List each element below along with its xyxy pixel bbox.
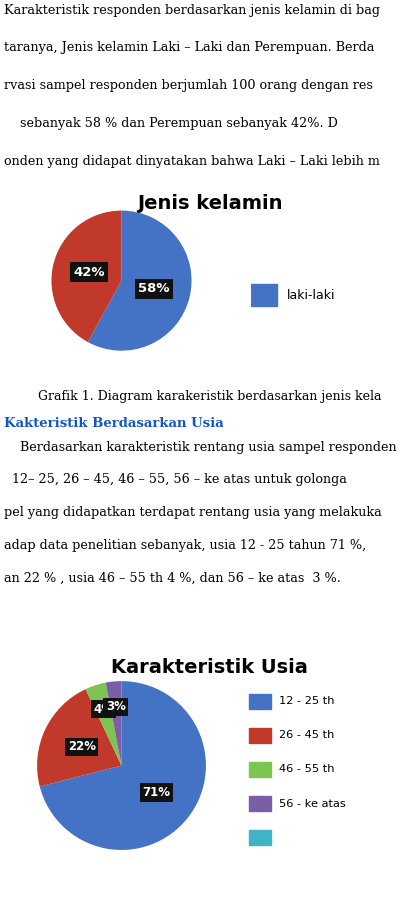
Wedge shape (37, 689, 122, 787)
Text: rvasi sampel responden berjumlah 100 orang dengan res: rvasi sampel responden berjumlah 100 ora… (4, 79, 373, 92)
Text: Berdasarkan karakteristik rentang usia sampel responden: Berdasarkan karakteristik rentang usia s… (4, 441, 397, 453)
Text: pel yang didapatkan terdapat rentang usia yang melakuka: pel yang didapatkan terdapat rentang usi… (4, 506, 382, 519)
Bar (249, 796, 271, 811)
Text: 46 - 55 th: 46 - 55 th (279, 764, 334, 774)
Text: Kakteristik Berdasarkan Usia: Kakteristik Berdasarkan Usia (4, 417, 224, 430)
Text: 58%: 58% (138, 283, 170, 295)
Bar (249, 727, 271, 743)
Text: Karakteristik responden berdasarkan jenis kelamin di bag: Karakteristik responden berdasarkan jeni… (4, 4, 380, 17)
Text: 42%: 42% (73, 266, 105, 278)
Text: 22%: 22% (68, 740, 96, 753)
Wedge shape (88, 211, 191, 350)
Text: 56 - ke atas: 56 - ke atas (279, 798, 346, 808)
Text: 12– 25, 26 – 45, 46 – 55, 56 – ke atas untuk golonga: 12– 25, 26 – 45, 46 – 55, 56 – ke atas u… (4, 473, 347, 487)
Text: laki-laki: laki-laki (287, 288, 335, 302)
Bar (249, 693, 271, 709)
Bar (249, 830, 271, 845)
Bar (249, 762, 271, 777)
Text: 71%: 71% (142, 786, 170, 799)
Wedge shape (106, 682, 122, 765)
Wedge shape (85, 682, 122, 765)
Text: sebanyak 58 % dan Perempuan sebanyak 42%. D: sebanyak 58 % dan Perempuan sebanyak 42%… (4, 117, 338, 130)
Text: an 22 % , usia 46 – 55 th 4 %, dan 56 – ke atas  3 %.: an 22 % , usia 46 – 55 th 4 %, dan 56 – … (4, 572, 341, 585)
Text: 3%: 3% (106, 700, 126, 713)
Text: Karakteristik Usia: Karakteristik Usia (111, 658, 308, 677)
Text: adap data penelitian sebanyak, usia 12 - 25 tahun 71 %,: adap data penelitian sebanyak, usia 12 -… (4, 539, 367, 552)
Text: 12 - 25 th: 12 - 25 th (279, 696, 334, 706)
Text: taranya, Jenis kelamin Laki – Laki dan Perempuan. Berda: taranya, Jenis kelamin Laki – Laki dan P… (4, 41, 375, 55)
Text: onden yang didapat dinyatakan bahwa Laki – Laki lebih m: onden yang didapat dinyatakan bahwa Laki… (4, 154, 380, 168)
Wedge shape (52, 211, 122, 342)
Text: Grafik 1. Diagram karakeristik berdasarkan jenis kela: Grafik 1. Diagram karakeristik berdasark… (38, 390, 381, 402)
Text: 26 - 45 th: 26 - 45 th (279, 730, 334, 740)
Bar (251, 284, 277, 305)
Wedge shape (40, 682, 206, 850)
Text: 4%: 4% (93, 703, 113, 716)
Text: Jenis kelamin: Jenis kelamin (137, 194, 282, 213)
